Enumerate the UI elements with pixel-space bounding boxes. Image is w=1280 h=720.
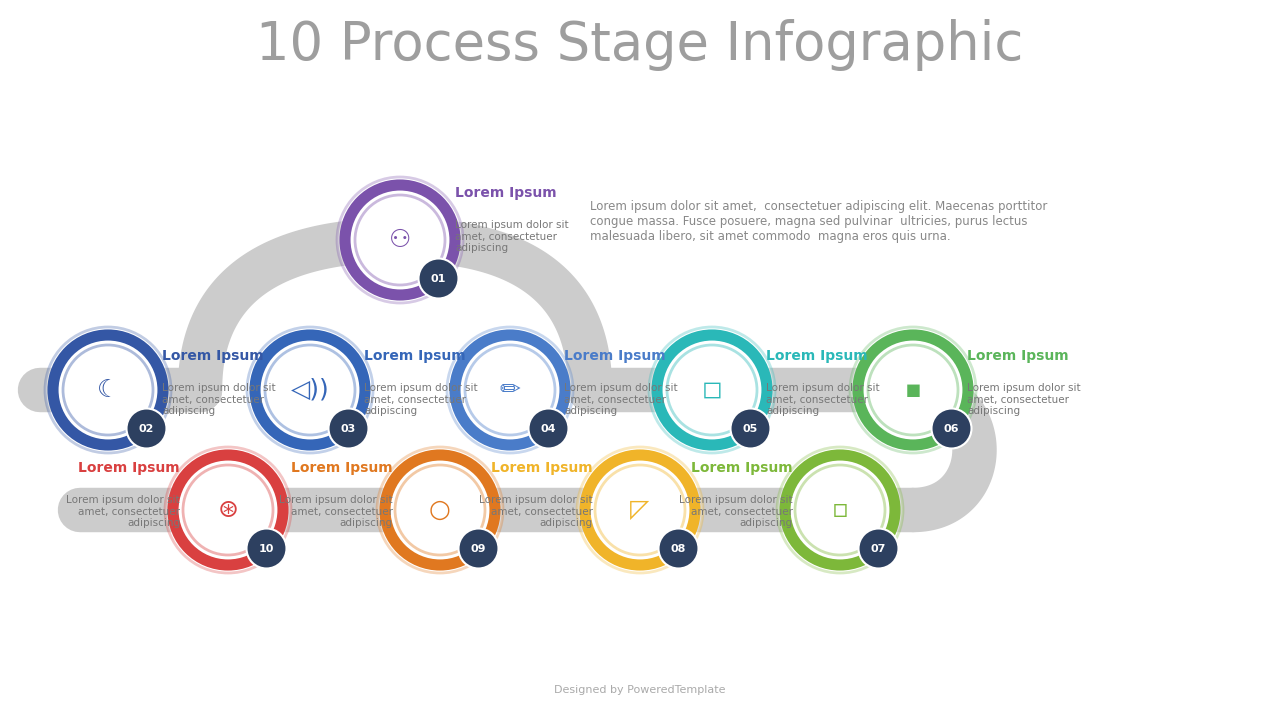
Circle shape bbox=[658, 528, 699, 569]
Circle shape bbox=[731, 408, 771, 449]
Text: ▪: ▪ bbox=[905, 378, 922, 402]
Circle shape bbox=[859, 528, 899, 569]
Circle shape bbox=[850, 327, 977, 453]
Text: 03: 03 bbox=[340, 423, 356, 433]
Text: 04: 04 bbox=[540, 423, 557, 433]
Circle shape bbox=[858, 335, 968, 445]
Text: Lorem Ipsum: Lorem Ipsum bbox=[364, 349, 466, 363]
Circle shape bbox=[183, 465, 273, 555]
Text: 09: 09 bbox=[471, 544, 486, 554]
Circle shape bbox=[329, 408, 369, 449]
Text: Lorem Ipsum: Lorem Ipsum bbox=[492, 461, 593, 475]
Text: ◻: ◻ bbox=[701, 378, 722, 402]
Circle shape bbox=[265, 345, 355, 435]
Text: Lorem ipsum dolor sit
amet, consectetuer
adipiscing: Lorem ipsum dolor sit amet, consectetuer… bbox=[765, 383, 879, 416]
Text: ☾: ☾ bbox=[97, 378, 119, 402]
Text: Lorem Ipsum: Lorem Ipsum bbox=[966, 349, 1069, 363]
Text: 07: 07 bbox=[870, 544, 886, 554]
Text: 06: 06 bbox=[943, 423, 959, 433]
Text: Lorem ipsum dolor sit
amet, consectetuer
adipiscing: Lorem ipsum dolor sit amet, consectetuer… bbox=[67, 495, 180, 528]
Circle shape bbox=[868, 345, 957, 435]
Circle shape bbox=[247, 528, 287, 569]
Circle shape bbox=[396, 465, 485, 555]
Circle shape bbox=[45, 327, 172, 453]
Circle shape bbox=[247, 327, 372, 453]
Text: ◁)): ◁)) bbox=[291, 378, 329, 402]
Circle shape bbox=[454, 335, 564, 445]
Circle shape bbox=[577, 447, 703, 573]
Circle shape bbox=[346, 185, 454, 295]
Text: ⊛: ⊛ bbox=[218, 498, 238, 522]
Circle shape bbox=[378, 447, 503, 573]
Text: 08: 08 bbox=[671, 544, 686, 554]
Text: Lorem ipsum dolor sit
amet, consectetuer
adipiscing: Lorem ipsum dolor sit amet, consectetuer… bbox=[564, 383, 677, 416]
Text: Lorem ipsum dolor sit
amet, consectetuer
adipiscing: Lorem ipsum dolor sit amet, consectetuer… bbox=[966, 383, 1080, 416]
Circle shape bbox=[529, 408, 568, 449]
Circle shape bbox=[667, 345, 756, 435]
Text: Designed by PoweredTemplate: Designed by PoweredTemplate bbox=[554, 685, 726, 695]
Text: 10: 10 bbox=[259, 544, 274, 554]
Circle shape bbox=[419, 258, 458, 299]
Circle shape bbox=[385, 455, 495, 565]
Text: Lorem Ipsum: Lorem Ipsum bbox=[292, 461, 393, 475]
Text: ✏: ✏ bbox=[499, 378, 521, 402]
Text: Lorem ipsum dolor sit
amet, consectetuer
adipiscing: Lorem ipsum dolor sit amet, consectetuer… bbox=[680, 495, 794, 528]
Text: Lorem ipsum dolor sit
amet, consectetuer
adipiscing: Lorem ipsum dolor sit amet, consectetuer… bbox=[364, 383, 477, 416]
Circle shape bbox=[52, 335, 163, 445]
Circle shape bbox=[337, 177, 463, 303]
Text: Lorem Ipsum: Lorem Ipsum bbox=[765, 349, 868, 363]
Text: ▫: ▫ bbox=[832, 498, 849, 522]
Text: Lorem ipsum dolor sit
amet, consectetuer
adipiscing: Lorem ipsum dolor sit amet, consectetuer… bbox=[279, 495, 393, 528]
Text: Lorem Ipsum: Lorem Ipsum bbox=[454, 186, 557, 200]
Text: 10 Process Stage Infographic: 10 Process Stage Infographic bbox=[256, 19, 1024, 71]
Circle shape bbox=[63, 345, 154, 435]
Text: Lorem Ipsum: Lorem Ipsum bbox=[163, 349, 264, 363]
Text: 02: 02 bbox=[138, 423, 154, 433]
Circle shape bbox=[649, 327, 774, 453]
Circle shape bbox=[585, 455, 695, 565]
Circle shape bbox=[795, 465, 884, 555]
Text: Lorem Ipsum: Lorem Ipsum bbox=[691, 461, 794, 475]
Circle shape bbox=[657, 335, 767, 445]
Circle shape bbox=[932, 408, 972, 449]
Text: Lorem ipsum dolor sit
amet, consectetuer
adipiscing: Lorem ipsum dolor sit amet, consectetuer… bbox=[454, 220, 568, 253]
Circle shape bbox=[465, 345, 556, 435]
Circle shape bbox=[777, 447, 902, 573]
Text: ○: ○ bbox=[429, 498, 451, 522]
Text: Lorem Ipsum: Lorem Ipsum bbox=[78, 461, 180, 475]
Circle shape bbox=[127, 408, 166, 449]
Text: Lorem Ipsum: Lorem Ipsum bbox=[564, 349, 666, 363]
Circle shape bbox=[447, 327, 573, 453]
Circle shape bbox=[255, 335, 365, 445]
Text: Lorem ipsum dolor sit amet,  consectetuer adipiscing elit. Maecenas porttitor
co: Lorem ipsum dolor sit amet, consectetuer… bbox=[590, 200, 1047, 243]
Text: Lorem ipsum dolor sit
amet, consectetuer
adipiscing: Lorem ipsum dolor sit amet, consectetuer… bbox=[480, 495, 593, 528]
Circle shape bbox=[595, 465, 685, 555]
Circle shape bbox=[165, 447, 291, 573]
Circle shape bbox=[173, 455, 283, 565]
Text: 01: 01 bbox=[431, 274, 447, 284]
Circle shape bbox=[355, 195, 445, 285]
Text: ⚇: ⚇ bbox=[389, 228, 411, 252]
Circle shape bbox=[785, 455, 895, 565]
Text: ◸: ◸ bbox=[630, 498, 650, 522]
Text: Lorem ipsum dolor sit
amet, consectetuer
adipiscing: Lorem ipsum dolor sit amet, consectetuer… bbox=[163, 383, 275, 416]
Text: 05: 05 bbox=[742, 423, 758, 433]
Circle shape bbox=[458, 528, 498, 569]
